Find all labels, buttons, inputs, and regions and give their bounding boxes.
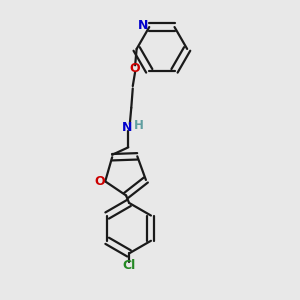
Text: O: O <box>130 62 140 75</box>
Text: Cl: Cl <box>122 259 136 272</box>
Text: N: N <box>122 121 133 134</box>
Text: H: H <box>134 119 144 132</box>
Text: N: N <box>137 19 148 32</box>
Text: O: O <box>94 175 105 188</box>
